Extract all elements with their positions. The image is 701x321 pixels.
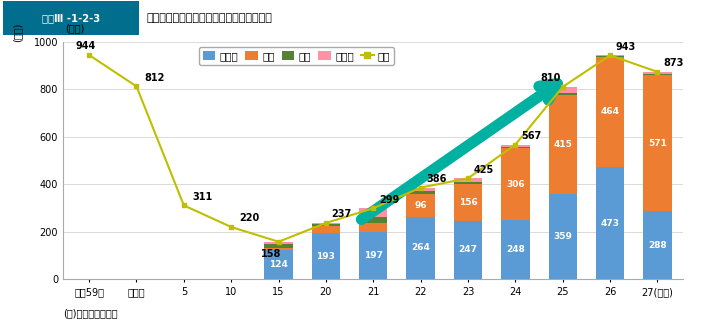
Bar <box>548 194 577 279</box>
Bar <box>312 233 340 279</box>
Bar <box>501 148 529 220</box>
Bar <box>644 74 672 75</box>
Text: 464: 464 <box>601 107 620 116</box>
Text: 386: 386 <box>426 174 447 184</box>
Bar <box>407 217 435 279</box>
Text: 306: 306 <box>506 179 524 188</box>
Text: 473: 473 <box>601 219 620 228</box>
Text: 944: 944 <box>75 41 95 51</box>
Bar <box>454 178 482 182</box>
Text: 124: 124 <box>269 260 288 269</box>
Bar <box>548 95 577 194</box>
Bar <box>407 187 435 191</box>
Text: 247: 247 <box>458 246 477 255</box>
Bar <box>454 221 482 279</box>
Text: 193: 193 <box>316 252 335 261</box>
Text: 248: 248 <box>506 245 525 254</box>
Bar <box>596 55 625 56</box>
Bar <box>501 144 529 147</box>
Bar <box>407 194 435 217</box>
Bar <box>644 72 672 74</box>
Bar <box>3 2 139 35</box>
Bar <box>264 244 293 248</box>
Y-axis label: (回数): (回数) <box>13 22 22 42</box>
Text: 425: 425 <box>474 165 494 175</box>
Text: 96: 96 <box>414 201 427 210</box>
Bar <box>359 232 388 279</box>
Text: 567: 567 <box>521 131 541 141</box>
Bar <box>359 223 388 232</box>
Text: (回数): (回数) <box>65 23 85 33</box>
Text: 359: 359 <box>553 232 572 241</box>
Text: 415: 415 <box>553 140 572 149</box>
Bar <box>548 93 577 95</box>
Bar <box>312 226 340 233</box>
Bar <box>501 220 529 279</box>
Bar <box>312 223 340 224</box>
Text: 873: 873 <box>663 58 683 68</box>
Bar <box>548 87 577 93</box>
Text: 158: 158 <box>261 249 281 259</box>
Text: 571: 571 <box>648 139 667 148</box>
Text: 311: 311 <box>192 192 212 202</box>
Text: 943: 943 <box>615 42 636 52</box>
Bar <box>264 242 293 244</box>
Bar <box>359 208 388 217</box>
Bar <box>454 182 482 184</box>
Bar <box>264 248 293 250</box>
Text: 237: 237 <box>332 209 352 220</box>
Text: 299: 299 <box>379 195 399 205</box>
Bar <box>644 211 672 279</box>
Text: 812: 812 <box>145 73 165 83</box>
Legend: ロシア, 中国, 台湾, その他, 合計: ロシア, 中国, 台湾, その他, 合計 <box>198 47 395 65</box>
Text: 197: 197 <box>364 251 383 260</box>
Bar <box>596 56 625 57</box>
Text: 220: 220 <box>240 213 260 223</box>
Bar <box>501 147 529 148</box>
Text: 810: 810 <box>540 73 561 83</box>
Text: 図表Ⅲ -1-2-3: 図表Ⅲ -1-2-3 <box>42 13 100 23</box>
Bar <box>264 250 293 279</box>
Bar <box>407 191 435 194</box>
Text: 冷戦期以降の紧急発進実施回数とその内訳: 冷戦期以降の紧急発進実施回数とその内訳 <box>147 13 273 23</box>
Text: 264: 264 <box>411 243 430 252</box>
Bar <box>359 217 388 223</box>
Bar <box>454 184 482 221</box>
Bar <box>596 167 625 279</box>
Text: 288: 288 <box>648 240 667 249</box>
Bar <box>644 75 672 211</box>
Bar <box>596 57 625 167</box>
Text: 156: 156 <box>458 197 477 207</box>
Text: (注)冷戦期のピーク: (注)冷戦期のピーク <box>63 308 118 318</box>
Bar <box>312 224 340 226</box>
